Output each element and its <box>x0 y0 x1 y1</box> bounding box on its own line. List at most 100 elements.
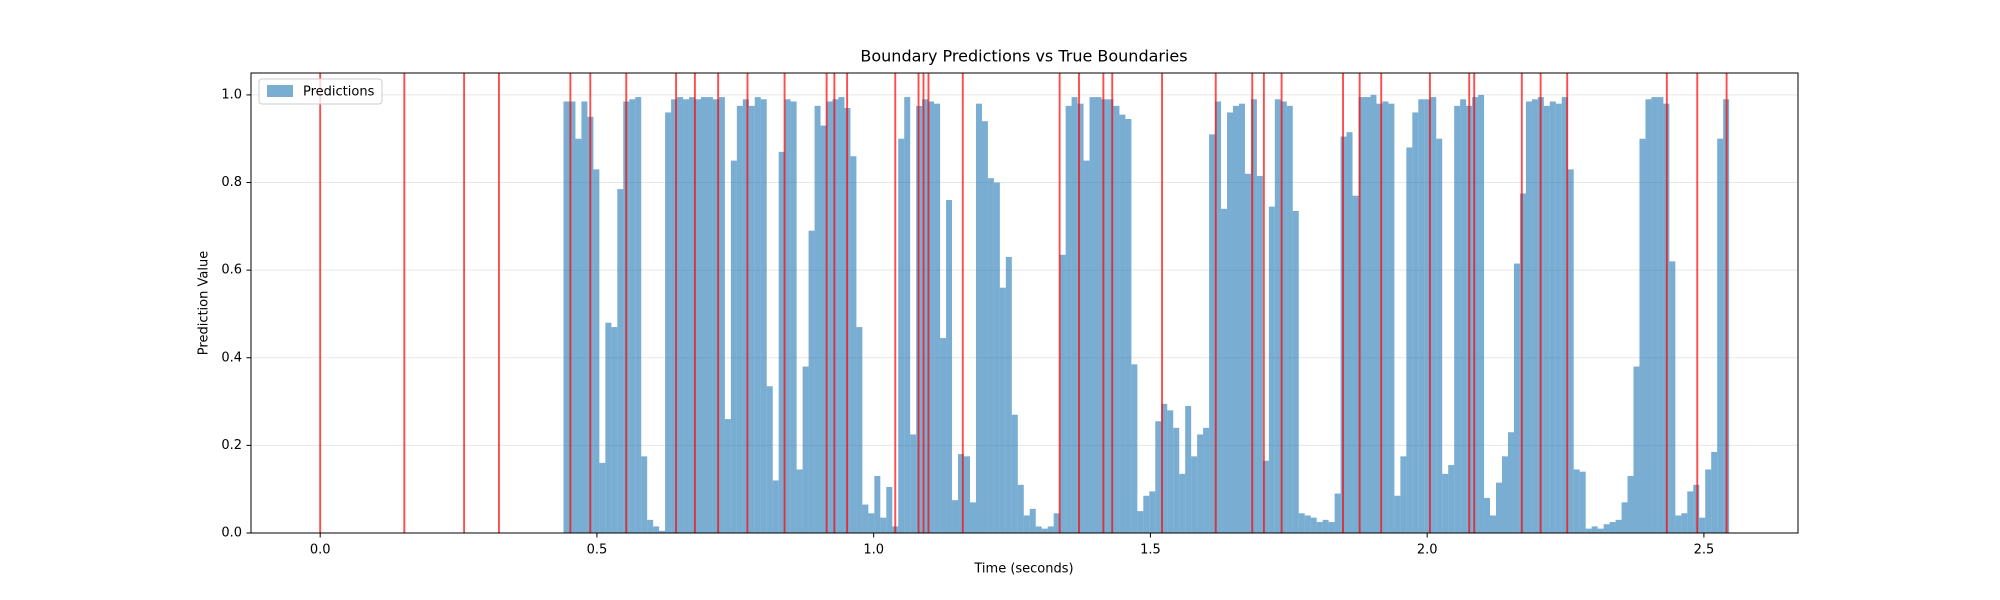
bar <box>1113 105 1120 533</box>
bar <box>1603 524 1610 533</box>
bar <box>814 105 821 533</box>
bar <box>1525 101 1532 533</box>
bar <box>647 519 654 533</box>
bar <box>569 101 576 533</box>
bar <box>1244 173 1251 533</box>
bar <box>1095 97 1102 533</box>
bar <box>999 287 1006 533</box>
bar <box>1077 103 1084 534</box>
legend-swatch <box>267 85 293 97</box>
bar <box>1286 105 1293 533</box>
bar <box>1460 99 1467 534</box>
bar <box>946 200 953 534</box>
bar <box>1705 469 1712 533</box>
bar <box>1501 456 1508 533</box>
bar <box>886 487 893 533</box>
bar <box>1675 515 1682 533</box>
bar <box>1167 410 1174 533</box>
bar <box>1215 101 1222 533</box>
bar <box>665 112 672 533</box>
bar <box>1717 138 1724 533</box>
bar <box>1711 451 1718 533</box>
bar <box>1047 526 1054 533</box>
bar <box>975 103 982 534</box>
bar <box>832 99 839 534</box>
bar <box>1334 493 1341 533</box>
bar <box>964 456 970 533</box>
bar <box>796 469 803 533</box>
bar <box>736 105 743 533</box>
bar <box>1549 101 1556 533</box>
bar <box>1197 434 1204 533</box>
bar <box>599 462 606 533</box>
bar <box>1681 513 1688 533</box>
bar <box>1669 261 1676 533</box>
bar <box>1400 456 1407 533</box>
bar <box>695 99 701 534</box>
bar <box>683 99 690 534</box>
bar <box>718 97 725 533</box>
bar <box>563 101 570 533</box>
bar <box>671 99 678 534</box>
legend-label: Predictions <box>303 85 375 100</box>
bar <box>1005 257 1012 533</box>
bar <box>1179 473 1186 533</box>
bar <box>1430 97 1437 533</box>
bar <box>910 434 917 533</box>
bar <box>1101 99 1108 534</box>
y-tick-label: 0.4 <box>221 350 242 365</box>
bar <box>1041 528 1048 533</box>
bar <box>748 105 755 533</box>
bar <box>677 97 684 533</box>
bar <box>790 101 797 533</box>
bar <box>1627 476 1634 533</box>
bar <box>1567 169 1574 533</box>
bar <box>593 169 600 533</box>
bar <box>1561 97 1568 533</box>
bar <box>1394 495 1401 533</box>
bar <box>1448 465 1455 533</box>
bar <box>1250 99 1257 534</box>
bar <box>1185 405 1192 533</box>
bar <box>1412 112 1419 533</box>
bar <box>778 151 785 533</box>
bar <box>1507 432 1514 533</box>
x-tick-label: 2.5 <box>1694 543 1715 558</box>
bar <box>940 338 947 533</box>
bar <box>1023 515 1030 533</box>
bar <box>850 156 857 533</box>
bar <box>958 454 965 533</box>
bar <box>581 101 588 533</box>
bar <box>730 160 737 533</box>
bar <box>802 366 809 533</box>
bar <box>1310 517 1317 533</box>
plot-frame <box>250 72 1799 534</box>
bar <box>1191 456 1198 533</box>
bar <box>1232 105 1239 533</box>
bar <box>641 456 648 533</box>
bar <box>629 99 636 534</box>
bar <box>712 99 719 534</box>
bar <box>922 99 929 534</box>
bar <box>1227 112 1233 533</box>
bar <box>1149 491 1156 533</box>
bar <box>856 327 863 533</box>
bar <box>1579 471 1586 533</box>
bar <box>1358 97 1365 533</box>
bar <box>742 99 749 534</box>
bar <box>1597 528 1604 533</box>
bar <box>1388 103 1395 534</box>
bar <box>1621 502 1628 533</box>
bar <box>1519 193 1526 533</box>
bar <box>1531 99 1538 534</box>
bar <box>1155 421 1162 533</box>
bar <box>659 530 666 533</box>
x-tick-label: 1.0 <box>863 543 884 558</box>
bar <box>754 97 761 533</box>
x-tick-label: 0.0 <box>310 543 331 558</box>
y-tick-label: 0.8 <box>221 175 242 190</box>
bar <box>1328 522 1335 533</box>
bar <box>1089 97 1096 533</box>
bar <box>934 103 941 534</box>
